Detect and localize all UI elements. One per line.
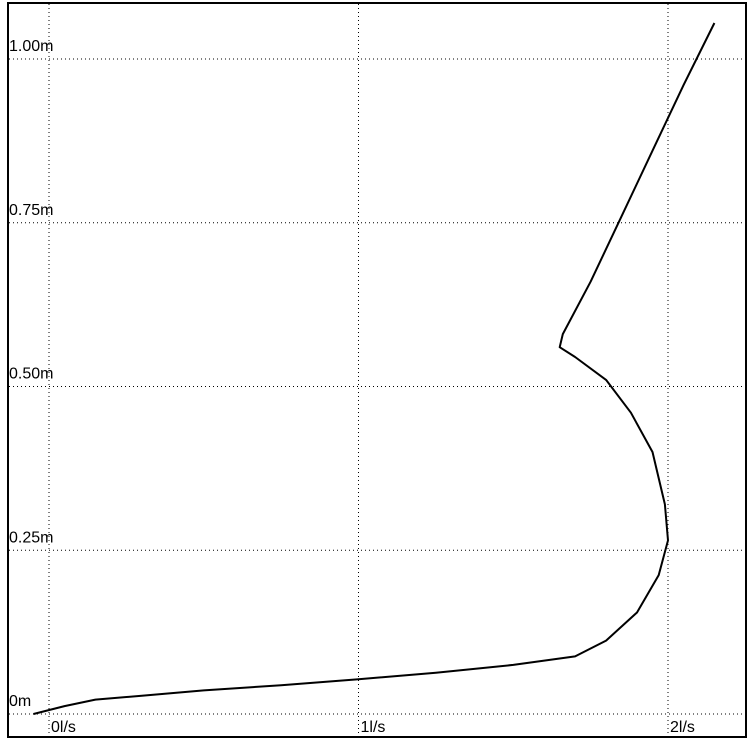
y-tick-label: 0m — [9, 693, 31, 710]
y-tick-label: 0.75m — [9, 202, 53, 219]
chart-frame: 0l/s 1l/s 2l/s 0m 0.25m 0.50m 0.75m 1.00m — [7, 2, 747, 738]
x-tick-label: 1l/s — [361, 719, 386, 736]
y-tick-label: 1.00m — [9, 38, 53, 55]
series-line — [33, 22, 716, 715]
chart-svg: 0l/s 1l/s 2l/s 0m 0.25m 0.50m 0.75m 1.00m — [9, 4, 745, 736]
y-tick-label: 0.25m — [9, 529, 53, 546]
x-tick-label: 2l/s — [670, 719, 695, 736]
x-tick-label: 0l/s — [51, 719, 76, 736]
y-tick-label: 0.50m — [9, 366, 53, 383]
